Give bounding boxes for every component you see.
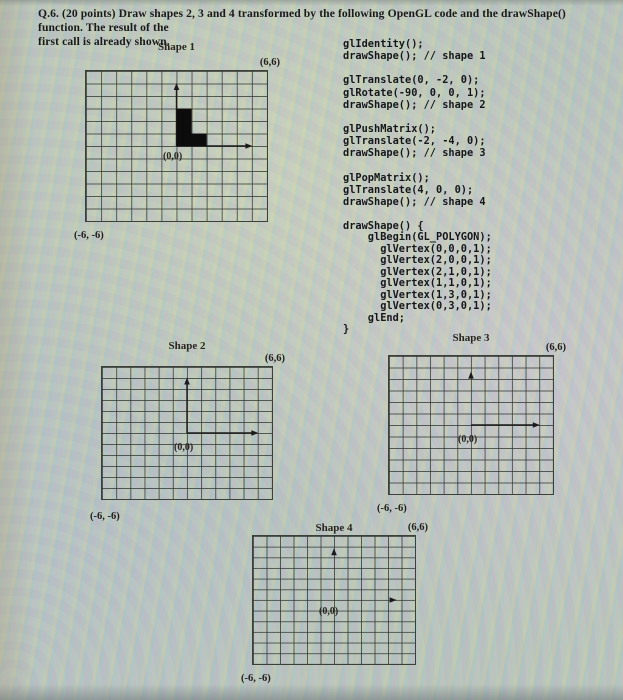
shape3-bottomleft-label: (-6, -6)	[377, 503, 407, 514]
question-line-2: first call is already shown.	[38, 35, 170, 48]
shape1-grid: (0,0)	[85, 70, 268, 222]
shape1-panel: Shape 1 (6,6) (0,0) (-6, -6)	[74, 41, 280, 241]
shape3-axes	[468, 371, 540, 428]
shape1-title: Shape 1	[158, 41, 195, 53]
shape3-panel: Shape 3 (6,6) (0,0) (-6, -6)	[377, 332, 566, 514]
question-line-1: Q.6. (20 points) Draw shapes 2, 3 and 4 …	[38, 7, 566, 34]
shape1-topright-label: (6,6)	[259, 57, 280, 68]
shape2-topright-label: (6,6)	[264, 353, 285, 364]
drawshape-function-code: drawShape() { glBegin(GL_POLYGON); glVer…	[343, 220, 492, 336]
shape3-grid: (0,0)	[388, 355, 554, 495]
shape4-axes	[331, 548, 397, 603]
shape1-origin-label: (0,0)	[163, 151, 183, 162]
shape2-grid: (0,0)	[101, 366, 273, 500]
question-text: Q.6. (20 points) Draw shapes 2, 3 and 4 …	[38, 7, 604, 49]
opengl-transform-code: glIdentity(); drawShape(); // shape 1 gl…	[343, 38, 486, 209]
shape4-origin-label: (0,0)	[319, 606, 339, 617]
shape2-axes	[184, 377, 259, 436]
shape4-topright-label: (6,6)	[407, 522, 428, 533]
shape3-origin-label: (0,0)	[458, 434, 478, 445]
shape1-axes-and-polygon	[173, 83, 253, 149]
shape2-title: Shape 2	[168, 340, 206, 352]
shape4-title: Shape 4	[315, 522, 353, 534]
shape2-panel: Shape 2 (6,6) (0,0) (-6, -6)	[90, 340, 285, 522]
shape3-topright-label: (6,6)	[545, 342, 566, 353]
shape3-title: Shape 3	[452, 332, 490, 344]
shape4-panel: Shape 4 (6,6) (0,0) (-6, -6)	[241, 522, 428, 684]
shape2-origin-label: (0,0)	[174, 442, 194, 453]
shape4-bottomleft-label: (-6, -6)	[241, 673, 271, 684]
shape2-bottomleft-label: (-6, -6)	[90, 511, 120, 522]
shape4-grid: (0,0)	[252, 535, 416, 665]
shape1-bottomleft-label: (-6, -6)	[74, 230, 104, 241]
